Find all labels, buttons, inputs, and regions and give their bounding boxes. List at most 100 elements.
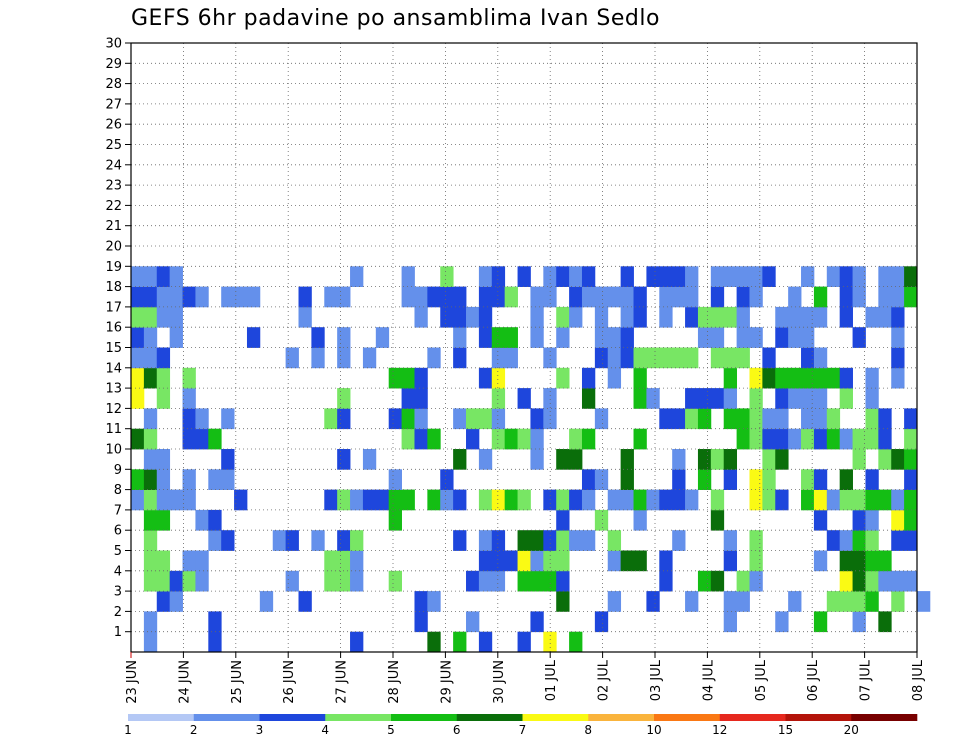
heatmap-cell [143,530,158,551]
y-tick-label: 26 [105,118,122,133]
heatmap-cell [195,509,209,531]
heatmap-cell [736,306,750,328]
heatmap-cell [156,449,171,470]
heatmap-cell [453,530,467,551]
heatmap-cell [852,266,866,287]
heatmap-cell [917,591,931,612]
heatmap-cell [865,408,879,430]
heatmap-cell [788,367,802,389]
heatmap-cell [904,266,918,287]
heatmap-cell [453,327,467,348]
heatmap-cell [646,388,660,409]
heatmap-cell [466,611,480,633]
heatmap-cell [801,489,815,511]
heatmap-cell [414,408,428,430]
heatmap-cell [195,550,209,572]
heatmap-cell [904,449,918,470]
x-tick-label: 25 JUN [230,660,245,704]
heatmap-cell [839,367,853,389]
heatmap-cell [182,408,196,430]
heatmap-cell [478,367,493,389]
heatmap-cell [478,530,493,551]
heatmap-cell [749,408,763,430]
heatmap-cell [646,489,660,511]
heatmap-cell [504,327,518,348]
heatmap-cell [208,469,222,490]
heatmap-cell [350,530,364,551]
heatmap-cell [530,570,544,592]
heatmap-cell [131,347,145,369]
heatmap-cell [723,469,738,490]
heatmap-cell [182,286,196,308]
heatmap-cell [594,306,609,328]
colorbar-label: 8 [584,723,592,737]
heatmap-cell [685,286,699,308]
heatmap-cell [478,306,493,328]
heatmap-cell [478,286,493,308]
heatmap-cell [685,306,699,328]
heatmap-cell [143,489,158,511]
y-tick-label: 16 [105,321,122,336]
heatmap-cell [337,408,351,430]
heatmap-cell [285,347,299,369]
heatmap-cell [478,570,493,592]
heatmap-cell [324,286,338,308]
colorbar-swatch [456,714,523,721]
heatmap-cell [736,591,750,612]
heatmap-cell [852,570,866,592]
heatmap-cell [337,570,351,592]
heatmap-cell [633,286,647,308]
heatmap-cell [788,327,802,348]
heatmap-cell [891,367,905,389]
heatmap-cell [685,347,699,369]
heatmap-cell [543,286,557,308]
y-tick-label: 18 [105,280,122,295]
heatmap-cell [749,367,763,389]
heatmap-cell [156,509,171,531]
heatmap-cell [633,388,647,409]
heatmap-cell [491,266,506,287]
heatmap-cell [749,550,763,572]
heatmap-cell [478,408,493,430]
heatmap-cell [865,306,879,328]
heatmap-cell [581,469,596,490]
x-tick-label: 28 JUN [387,660,402,704]
heatmap-cell [594,611,609,633]
heatmap-cell [337,550,351,572]
heatmap-cell [581,266,596,287]
heatmap-cell [169,306,183,328]
heatmap-cell [801,266,815,287]
heatmap-cell [324,570,338,592]
colorbar-swatch [851,714,918,721]
heatmap-cell [633,489,647,511]
colorbar-label: 20 [844,723,859,737]
heatmap-cell [131,428,145,450]
heatmap-cell [710,388,725,409]
heatmap-cell [401,408,415,430]
heatmap-cell [556,570,570,592]
heatmap-cell [362,347,377,369]
heatmap-cell [543,408,557,430]
heatmap-cell [762,449,776,470]
heatmap-cell [388,469,402,490]
colorbar-swatch [719,714,786,721]
heatmap-cell [749,388,763,409]
heatmap-cell [530,449,544,470]
heatmap-cell [156,550,171,572]
heatmap-cell [607,550,622,572]
heatmap-cell [169,286,183,308]
heatmap-cell [208,428,222,450]
heatmap-cell [852,286,866,308]
heatmap-cell [891,509,905,531]
y-tick-label: 21 [105,219,122,234]
heatmap-cell [530,327,544,348]
heatmap-cell [246,286,261,308]
y-tick-label: 17 [105,300,122,315]
heatmap-cell [749,489,763,511]
heatmap-cell [517,530,531,551]
colorbar-swatch [785,714,852,721]
heatmap-cell [478,449,493,470]
heatmap-cell [478,550,493,572]
heatmap-cell [710,489,725,511]
heatmap-cell [762,408,776,430]
